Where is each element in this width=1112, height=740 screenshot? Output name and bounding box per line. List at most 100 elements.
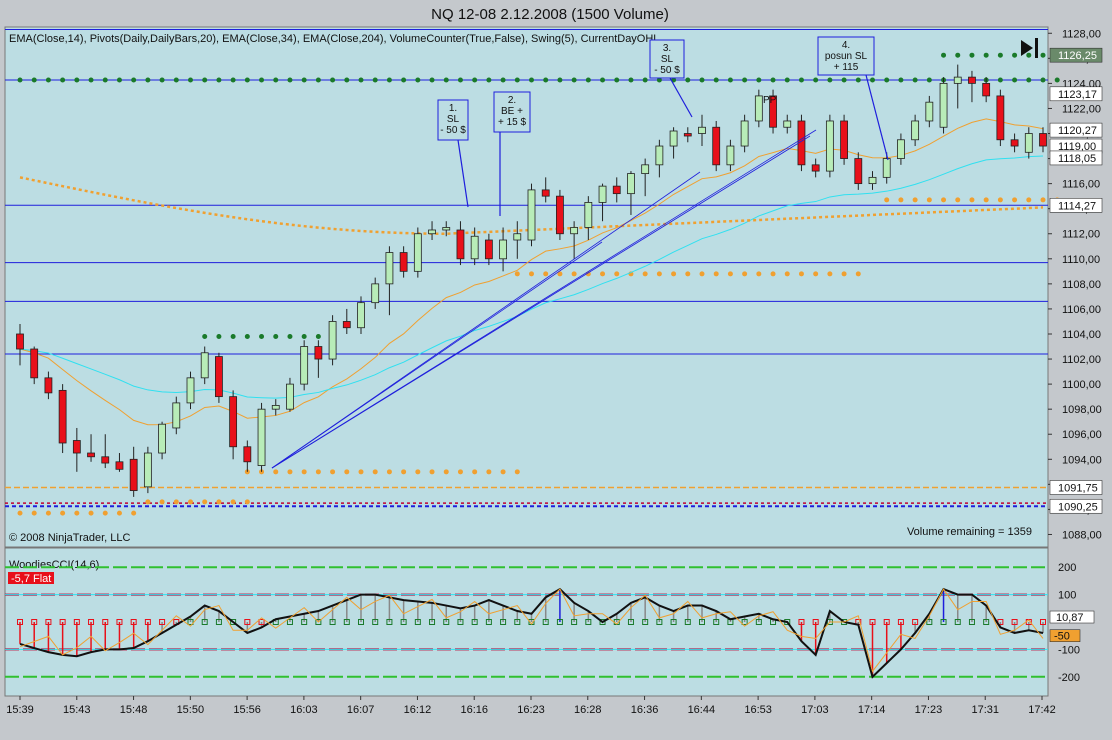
cci-zero-marker — [485, 619, 492, 625]
orange-dot — [1026, 197, 1032, 203]
candle-body — [982, 82, 991, 97]
cci-zero-marker — [386, 619, 393, 625]
orange-dot — [1012, 197, 1018, 203]
cci-badge: -5,7 Flat — [11, 573, 51, 585]
candle-body — [328, 321, 337, 360]
cci-zero-marker — [130, 619, 137, 625]
annotation-box — [649, 39, 685, 79]
green-dot — [955, 52, 961, 58]
cci-zero-marker — [1040, 619, 1046, 625]
cci-current-label: 10,87 — [1056, 612, 1084, 624]
x-tick-label: 15:48 — [120, 704, 148, 716]
price-tick-label: 1116,00 — [1062, 179, 1100, 191]
cci-zero-marker — [144, 619, 151, 625]
annotation-text: - 50 $ — [654, 65, 680, 76]
price-marker-label: 1126,25 — [1058, 50, 1097, 62]
x-tick-label: 16:12 — [404, 704, 432, 716]
green-dot — [798, 77, 804, 83]
orange-dot — [798, 271, 804, 277]
green-dot — [443, 77, 449, 83]
cci-zero-marker — [414, 619, 421, 625]
candle-body — [627, 173, 635, 195]
cci-zero-marker — [372, 619, 379, 625]
indicator-label: EMA(Close,14), Pivots(Daily,DailyBars,20… — [9, 33, 659, 45]
candle-body — [570, 227, 579, 235]
candle-body — [143, 452, 152, 488]
candle-body — [712, 126, 721, 166]
orange-dot — [983, 197, 989, 203]
candle-body — [740, 120, 749, 147]
x-tick-label: 16:16 — [460, 704, 488, 716]
cci-zero-marker — [230, 619, 237, 625]
cci-zero-marker — [244, 619, 251, 625]
orange-dot — [685, 271, 691, 277]
x-tick-label: 16:23 — [517, 704, 545, 716]
price-marker — [1049, 122, 1103, 138]
candle-body — [769, 95, 777, 128]
orange-dot — [273, 469, 279, 475]
orange-dot — [358, 469, 364, 475]
x-tick-label: 15:43 — [63, 704, 91, 716]
candle-body — [612, 185, 621, 195]
green-dot — [1040, 77, 1046, 83]
cci-title: WoodiesCCI(14,6) — [9, 559, 99, 571]
cci-current-marker — [1049, 610, 1095, 624]
x-tick-label: 17:14 — [858, 704, 886, 716]
green-dot — [45, 77, 51, 83]
candle-body — [754, 95, 763, 122]
green-dot — [131, 77, 137, 83]
green-dot — [216, 77, 222, 83]
candle-body — [1010, 139, 1019, 147]
green-dot — [230, 333, 236, 339]
cci-zero-marker — [556, 619, 563, 625]
orange-dot — [330, 469, 336, 475]
green-dot — [813, 77, 819, 83]
orange-dot — [514, 271, 520, 277]
cci-zero-marker — [31, 619, 38, 625]
green-dot — [514, 77, 520, 83]
candle-body — [314, 346, 323, 360]
candle-body — [257, 408, 266, 466]
end-marker-icon[interactable] — [1021, 40, 1033, 56]
green-dot — [372, 77, 378, 83]
cci-line — [19, 587, 1044, 679]
candle-body — [911, 120, 920, 141]
candle-body — [953, 76, 962, 84]
cci-zero-marker — [73, 619, 80, 625]
cci-turbo-marker — [1049, 629, 1081, 643]
green-dot — [742, 77, 748, 83]
orange-dot — [898, 197, 904, 203]
orange-dot — [699, 271, 705, 277]
green-dot — [1012, 52, 1018, 58]
price-tick-label: 1098,00 — [1062, 404, 1102, 416]
cci-zero-marker — [926, 619, 933, 625]
green-dot — [997, 77, 1003, 83]
cci-zero-marker — [315, 619, 322, 625]
x-tick-label: 17:03 — [801, 704, 829, 716]
cci-zero-marker — [443, 619, 450, 625]
orange-dot — [912, 197, 918, 203]
green-dot — [230, 77, 236, 83]
price-marker-label: 1120,27 — [1058, 125, 1097, 137]
x-tick-label: 16:44 — [688, 704, 716, 716]
cci-tick-label: 100 — [1058, 590, 1076, 602]
price-marker-label: 1090,25 — [1058, 501, 1098, 513]
orange-dot — [216, 499, 222, 505]
candle-body — [825, 120, 834, 172]
orange-dot — [614, 271, 620, 277]
annotation-text: 4. — [842, 40, 850, 51]
annotation-text: - 50 $ — [440, 125, 466, 136]
orange-dot — [884, 197, 890, 203]
orange-dot — [784, 271, 790, 277]
candle-body — [158, 423, 166, 454]
price-marker — [1049, 198, 1103, 213]
green-dot — [628, 77, 634, 83]
orange-dot — [443, 469, 449, 475]
green-dot — [841, 77, 847, 83]
green-dot — [557, 77, 563, 83]
x-tick-label: 15:56 — [233, 704, 261, 716]
x-tick-label: 17:31 — [971, 704, 999, 716]
green-dot — [74, 77, 80, 83]
green-dot — [1012, 77, 1018, 83]
green-dot — [88, 77, 94, 83]
